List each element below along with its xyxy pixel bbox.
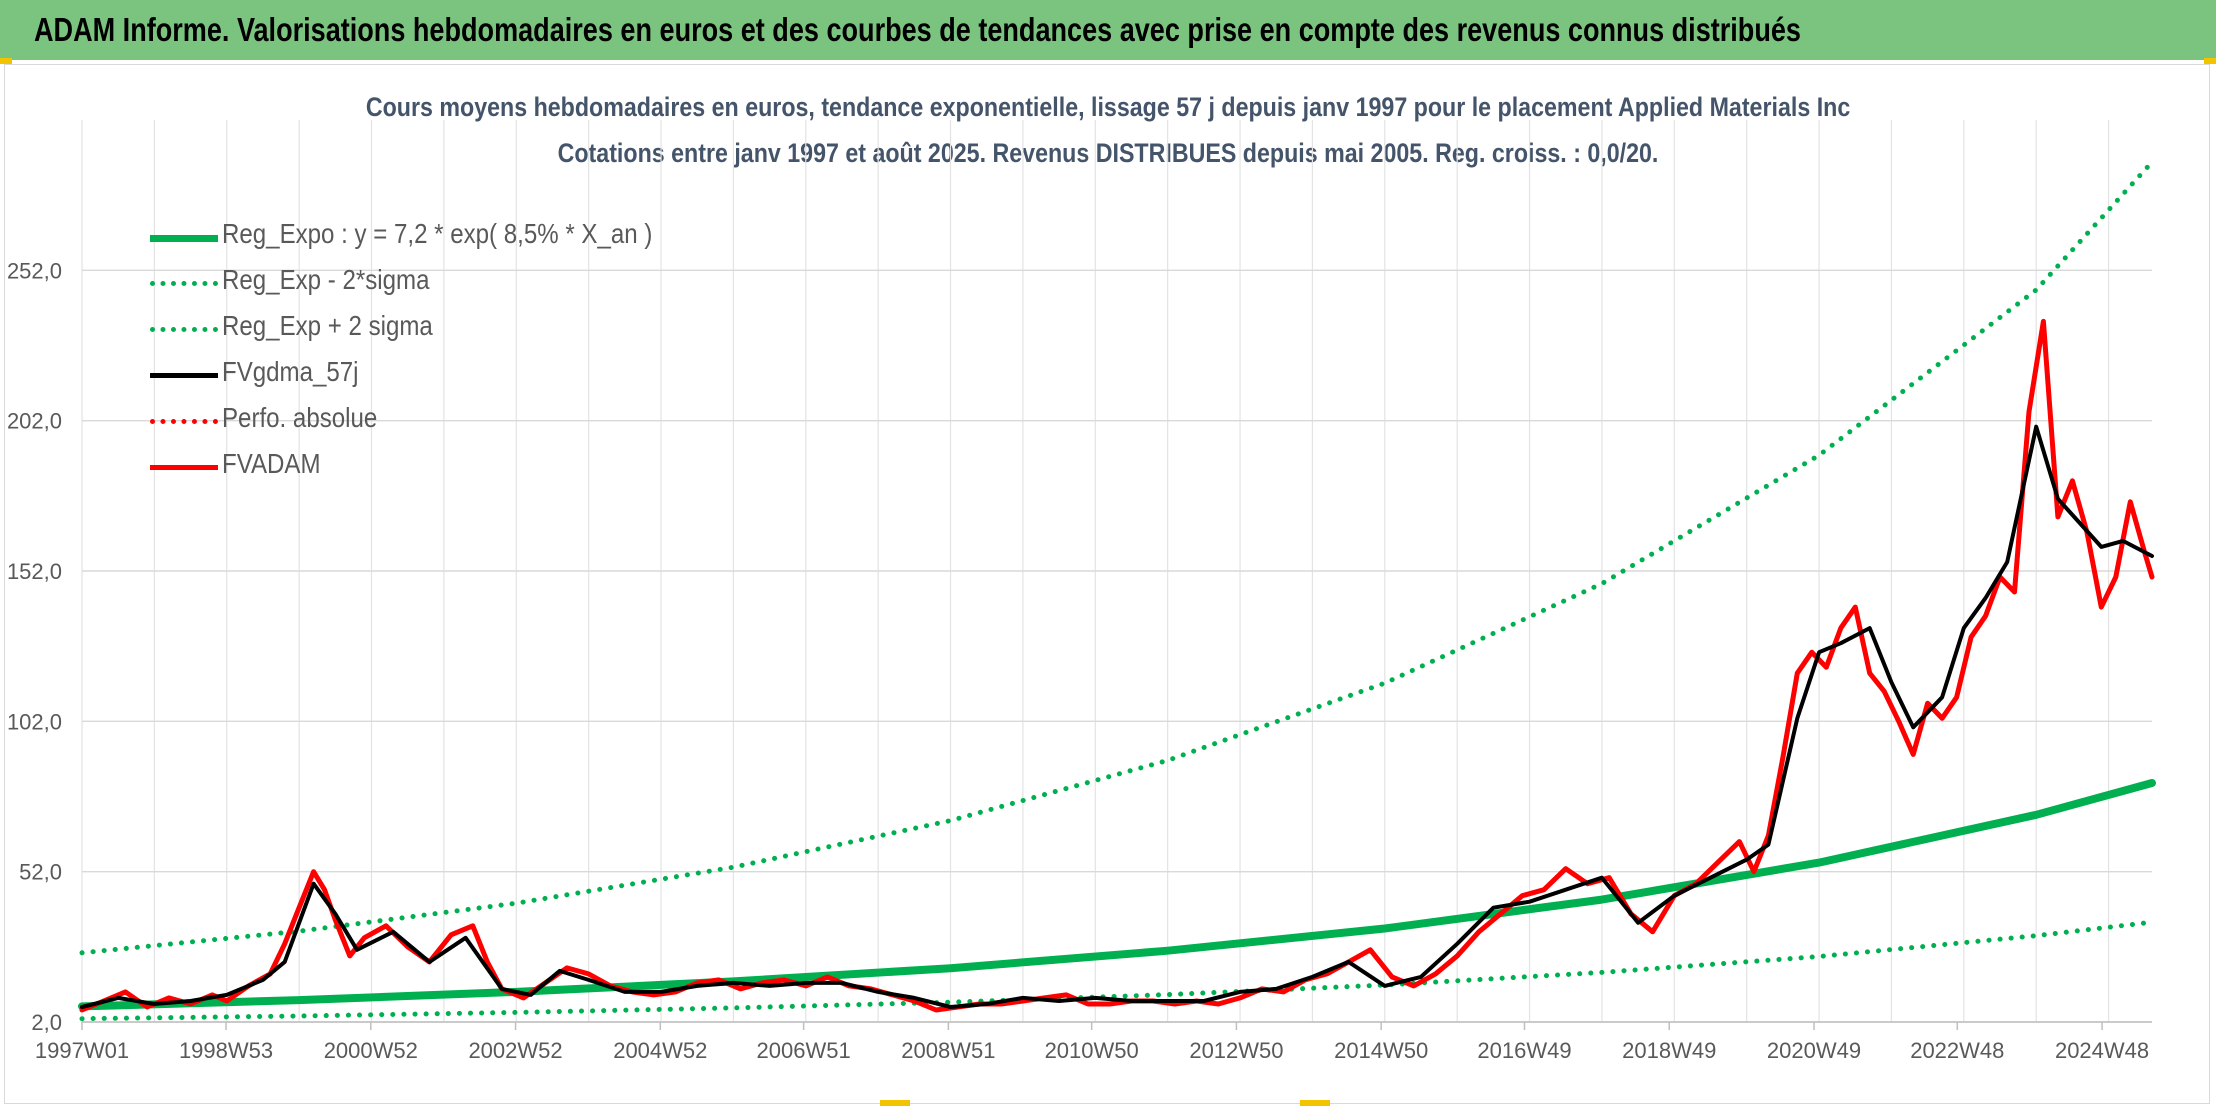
series-line-3 [80,424,2154,1009]
y-tick-label: 102,0 [7,709,62,734]
legend-label: Reg_Exp - 2*sigma [222,264,430,295]
legend-label: Perfo. absolue [222,402,378,433]
legend-swatch [150,281,218,286]
legend-swatch [150,465,218,470]
series-line-2 [79,159,2155,956]
x-tick-label: 2024W48 [2055,1038,2149,1063]
y-tick-label: 202,0 [7,409,62,434]
corner-marker-left [0,58,12,64]
banner-title: ADAM Informe. Valorisations hebdomadaire… [34,11,1801,48]
legend-label: Reg_Expo : y = 7,2 * exp( 8,5% * X_an ) [222,218,653,249]
chart-subtitle: Cotations entre janv 1997 et août 2025. … [0,138,2216,169]
x-tick-label: 2004W52 [613,1038,707,1063]
top-banner: ADAM Informe. Valorisations hebdomadaire… [0,0,2216,60]
legend-label: FVADAM [222,448,321,479]
series-layer [78,159,2156,1022]
y-tick-label: 152,0 [7,559,62,584]
legend-swatch [150,373,218,378]
legend-label: FVgdma_57j [222,356,359,387]
y-tick-label: 252,0 [7,258,62,283]
x-tick-label: 1998W53 [179,1038,273,1063]
corner-marker-right [2204,58,2216,64]
x-tick-label: 2002W52 [468,1038,562,1063]
legend-swatch [150,419,218,424]
x-tick-label: 2016W49 [1477,1038,1571,1063]
axis-layer: 2,0 52,0 102,0 152,0 202,0 252,0 1997W01 1998W5… [7,258,2152,1063]
x-tick-label: 1997W01 [35,1038,129,1063]
bottom-marker [880,1100,910,1106]
chart-subtitle-text: Cotations entre janv 1997 et août 2025. … [557,138,1659,168]
bottom-marker [1300,1100,1330,1106]
series-line-0 [78,779,2156,1011]
series-line-1 [79,919,2155,1022]
x-tick-label: 2018W49 [1622,1038,1716,1063]
chart-title-text: Cours moyens hebdomadaires en euros, ten… [365,92,1851,122]
x-tick-label: 2008W51 [901,1038,995,1063]
legend-swatch [150,235,218,242]
x-tick-label: 2014W50 [1334,1038,1428,1063]
legend-swatch [150,327,218,332]
x-tick-label: 2022W48 [1910,1038,2004,1063]
x-tick-label: 2020W49 [1767,1038,1861,1063]
legend-label: Reg_Exp + 2 sigma [222,310,433,341]
series-line-5 [79,318,2155,1013]
grid-layer [81,120,2152,1023]
x-tick-label: 2000W52 [324,1038,418,1063]
chart-title: Cours moyens hebdomadaires en euros, ten… [0,92,2216,123]
x-tick-label: 2006W51 [757,1038,851,1063]
y-tick-label: 2,0 [31,1010,62,1035]
y-tick-label: 52,0 [19,860,62,885]
x-tick-label: 2010W50 [1045,1038,1139,1063]
x-tick-label: 2012W50 [1189,1038,1283,1063]
